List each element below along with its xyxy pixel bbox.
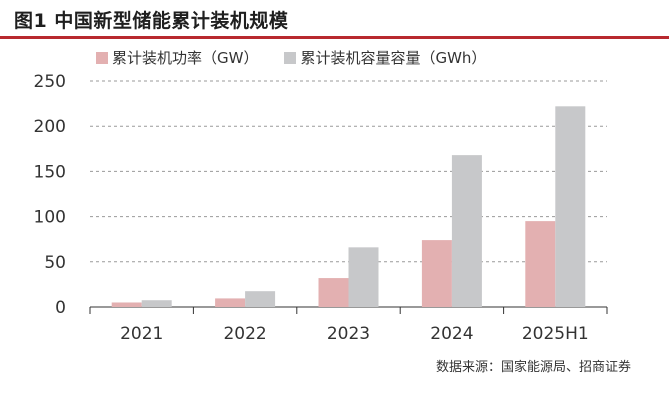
x-tick-label-2021: 2021 [120,324,163,344]
legend-swatch-power [96,51,108,64]
legend-item-power: 累计装机功率（GW） [96,47,258,68]
y-tick-label-0: 0 [55,298,66,318]
bar-power-2023 [318,278,349,307]
legend-label-power: 累计装机功率（GW） [112,49,259,67]
bar-capacity-2024 [451,155,482,307]
bar-power-2021 [111,302,142,307]
y-tick-label-200: 200 [34,117,66,137]
bar-power-2024 [421,240,452,307]
legend-item-capacity: 累计装机容量容量（GWh） [284,47,486,68]
legend: 累计装机功率（GW） 累计装机容量容量（GWh） [96,47,512,68]
bar-capacity-2021 [141,300,172,307]
bar-capacity-2025H1 [555,106,586,307]
x-tick-label-2025H1: 2025H1 [522,324,589,344]
x-tick-label-2023: 2023 [327,324,370,344]
chart-title: 图1 中国新型储能累计装机规模 [14,10,289,32]
bar-capacity-2022 [245,291,276,307]
bar-power-2022 [215,298,246,307]
y-tick-label-250: 250 [34,72,66,92]
bar-capacity-2023 [348,247,379,307]
source-note: 数据来源：国家能源局、招商证券 [435,360,631,375]
y-tick-label-100: 100 [34,208,66,228]
title-underline [0,36,669,39]
x-tick-label-2022: 2022 [223,324,266,344]
bar-power-2025H1 [525,221,556,307]
y-tick-label-50: 50 [44,253,66,273]
x-tick-label-2024: 2024 [430,324,473,344]
legend-swatch-capacity [284,51,297,64]
legend-label-capacity: 累计装机容量容量（GWh） [300,49,487,67]
y-tick-label-150: 150 [34,162,66,182]
